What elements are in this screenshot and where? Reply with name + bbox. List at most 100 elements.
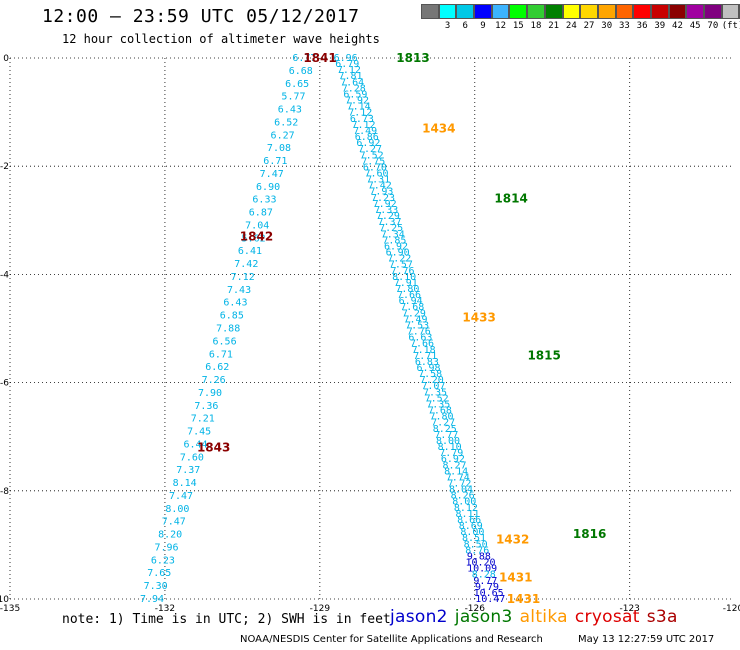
pass-time-label: 1431 xyxy=(499,570,532,584)
scale-label: 24 xyxy=(565,21,577,31)
x-tick-label: -129 xyxy=(310,604,331,614)
swh-value-label: 8.50 xyxy=(464,539,488,550)
pass-time-label: 1433 xyxy=(462,311,495,325)
swh-value-label: 6.41 xyxy=(238,246,262,257)
scale-label: 9 xyxy=(480,21,486,31)
scale-swatch xyxy=(527,4,545,19)
swh-value-label: 7.07 xyxy=(421,381,445,392)
satellite-legend-item: jason2 xyxy=(390,607,448,627)
swh-value-label: 7.75 xyxy=(361,156,385,167)
swh-value-label: 8.51 xyxy=(462,533,486,544)
scale-swatch xyxy=(456,4,475,19)
swh-value-label: 7.65 xyxy=(147,568,171,579)
swh-value-label: 7.85 xyxy=(382,235,406,246)
swh-value-label: 9.88 xyxy=(467,551,491,562)
swh-value-label: 8.10 xyxy=(438,442,462,453)
scale-swatch xyxy=(509,4,528,19)
swh-value-label: 6.33 xyxy=(252,195,276,206)
scale-swatch xyxy=(438,4,457,19)
scale-label: 21 xyxy=(548,21,560,31)
satellite-legend-item: jason3 xyxy=(454,607,513,627)
swh-value-label: 8.04 xyxy=(449,485,473,496)
x-tick-label: -126 xyxy=(465,604,486,614)
swh-value-label: 6.71 xyxy=(209,349,233,360)
scale-label: 30 xyxy=(601,21,613,31)
swh-value-label: 7.45 xyxy=(187,427,211,438)
satellite-legend-item: s3a xyxy=(646,607,678,627)
swh-value-label: 7.57 xyxy=(389,260,413,271)
swh-value-label: 7.60 xyxy=(180,452,204,463)
swh-value-label: 10.47 xyxy=(475,594,505,605)
scale-label: 12 xyxy=(495,21,507,31)
swh-value-label: 7.20 xyxy=(420,375,444,386)
satellite-legend-item: altika xyxy=(519,607,568,627)
scale-swatch xyxy=(721,4,740,19)
swh-value-label: 7.66 xyxy=(397,290,421,301)
swh-value-label: 6.87 xyxy=(249,208,273,219)
swh-value-label: 7.29 xyxy=(376,211,400,222)
chart-title: 12:00 – 23:59 UTC 05/12/2017 xyxy=(42,6,360,27)
footnote: note: 1) Time is in UTC; 2) SWH is in fe… xyxy=(62,612,391,627)
swh-value-label: 7.47 xyxy=(162,517,186,528)
swh-value-label: 7.23 xyxy=(371,193,395,204)
swh-value-label: 8.10 xyxy=(392,272,416,283)
swh-value-label: 7.47 xyxy=(260,169,284,180)
swh-value-label: 6.65 xyxy=(285,79,309,90)
swh-value-label: 7.92 xyxy=(373,199,397,210)
chart-subtitle: 12 hour collection of altimeter wave hei… xyxy=(62,32,380,46)
swh-value-label: 7.12 xyxy=(348,108,372,119)
swh-value-label: 7.49 xyxy=(353,126,377,137)
swh-value-label: 6.90 xyxy=(386,248,410,259)
scale-label: 6 xyxy=(462,21,468,31)
swh-value-label: 6.56 xyxy=(213,336,237,347)
scale-label: 18 xyxy=(530,21,542,31)
scale-label: 70 xyxy=(707,21,719,31)
swh-value-label: 6.94 xyxy=(399,296,423,307)
swh-value-label: 7.76 xyxy=(390,266,414,277)
y-tick-label: -10 xyxy=(0,595,9,605)
swh-value-label: 10.09 xyxy=(467,564,497,575)
swh-value-label: 6.27 xyxy=(271,130,295,141)
swh-value-label: 8.00 xyxy=(452,497,476,508)
swh-value-label: 7.28 xyxy=(342,83,366,94)
swh-value-label: 7.91 xyxy=(394,278,418,289)
swh-value-label: 8.11 xyxy=(455,509,479,520)
scale-label: 33 xyxy=(618,21,630,31)
swh-value-label: 7.35 xyxy=(423,387,447,398)
swh-value-label: 6.59 xyxy=(343,89,367,100)
color-scale-bar xyxy=(421,4,740,19)
swh-value-label: 9.77 xyxy=(473,576,497,587)
swh-value-label: 7.29 xyxy=(402,308,426,319)
pass-time-label: 1843 xyxy=(197,441,230,455)
swh-value-label: 7.58 xyxy=(418,369,442,380)
swh-value-label: 6.79 xyxy=(335,59,359,70)
swh-value-label: 7.92 xyxy=(345,96,369,107)
swh-value-label: 7.81 xyxy=(339,71,363,82)
swh-value-label: 7.42 xyxy=(368,181,392,192)
swh-value-label: 7.72 xyxy=(447,479,471,490)
swh-value-label: 7.27 xyxy=(431,418,455,429)
swh-value-label: 8.26 xyxy=(451,491,475,502)
swh-value-label: 7.66 xyxy=(410,339,434,350)
scale-swatch xyxy=(668,4,687,19)
swh-value-label: 5.77 xyxy=(281,92,305,103)
swh-value-label: 6.92 xyxy=(441,454,465,465)
swh-value-label: 6.44 xyxy=(183,439,207,450)
swh-value-label: 6.23 xyxy=(151,555,175,566)
scale-swatch xyxy=(474,4,492,19)
swh-value-label: 7.79 xyxy=(439,448,463,459)
scale-swatch xyxy=(491,4,510,19)
swh-value-label: 6.52 xyxy=(274,117,298,128)
scale-swatch xyxy=(650,4,669,19)
swh-value-label: 7.30 xyxy=(144,581,168,592)
satellite-legend-item: cryosat xyxy=(574,607,640,627)
swh-value-label: 8.00 xyxy=(165,504,189,515)
satellite-legend: jason2 jason3 altika cryosat s3a xyxy=(390,607,685,627)
swh-value-label: 7.04 xyxy=(245,220,269,231)
scale-label: 15 xyxy=(512,21,524,31)
swh-value-label: 7.88 xyxy=(216,324,240,335)
swh-value-label: 7.77 xyxy=(434,430,458,441)
swh-value-label: 7.22 xyxy=(387,254,411,265)
swh-value-label: 8.28 xyxy=(472,570,496,581)
